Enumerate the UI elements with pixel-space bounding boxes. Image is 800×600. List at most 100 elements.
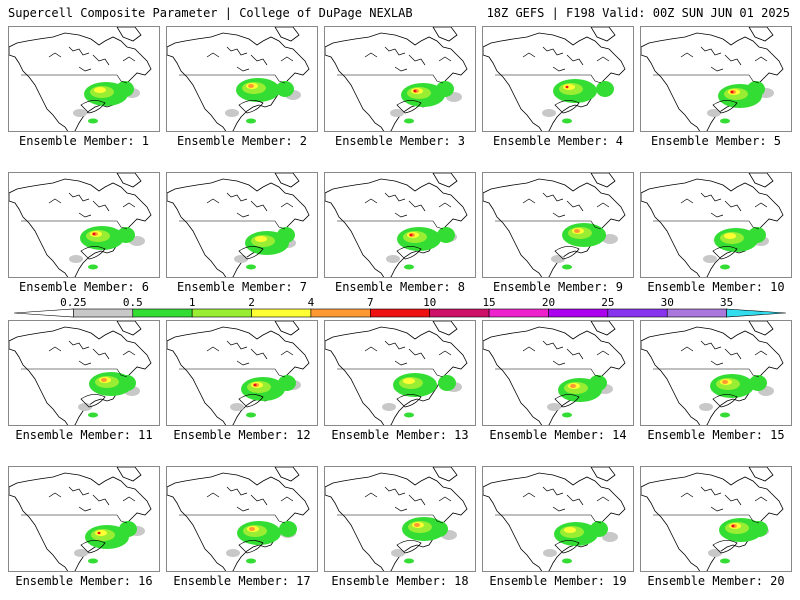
coastline <box>483 326 626 425</box>
scp-contour <box>118 375 136 391</box>
scp-field <box>73 81 140 124</box>
scp-contour <box>749 375 767 391</box>
island-outline <box>566 348 584 360</box>
map-canvas <box>483 27 626 131</box>
ensemble-panel <box>166 320 318 426</box>
island-outline <box>250 54 268 66</box>
scp-contour <box>119 521 137 537</box>
island-outline <box>206 346 220 352</box>
colorbar-segment <box>132 308 193 318</box>
map-canvas <box>641 27 784 131</box>
island-outline <box>438 496 452 502</box>
scp-contour <box>564 527 576 533</box>
colorbar-segment <box>13 308 74 318</box>
us-canada-border <box>495 74 602 84</box>
us-canada-border <box>21 220 128 230</box>
scp-contour <box>703 255 717 263</box>
scp-field <box>542 79 614 124</box>
island-outline <box>78 506 92 512</box>
colorbar-tick-label: 35 <box>720 296 733 309</box>
scp-field <box>226 521 297 564</box>
island-outline <box>250 494 268 506</box>
scp-field <box>699 374 774 418</box>
gulf-coast <box>238 100 264 114</box>
scp-contour <box>542 109 556 117</box>
scp-field <box>551 223 618 270</box>
gulf-coast <box>396 246 422 260</box>
scp-contour <box>234 255 248 263</box>
greenland-outline <box>116 173 142 188</box>
scp-contour <box>74 549 88 557</box>
island-outline <box>122 496 136 502</box>
scp-contour <box>750 521 768 537</box>
scp-contour <box>588 227 606 243</box>
scp-contour <box>699 403 713 411</box>
ensemble-panel <box>482 172 634 278</box>
island-outline <box>68 486 90 496</box>
greenland-outline <box>116 467 142 482</box>
scp-field <box>234 227 296 270</box>
colorbar-tick-label: 25 <box>601 296 614 309</box>
ensemble-member-label: Ensemble Member: 11 <box>15 428 153 442</box>
us-canada-border <box>337 220 444 230</box>
us-canada-border <box>653 368 760 378</box>
scp-contour <box>382 403 396 411</box>
colorbar-tick-label: 0.5 <box>123 296 143 309</box>
ensemble-member-label: Ensemble Member: 7 <box>176 280 308 294</box>
scp-contour <box>390 109 404 117</box>
colorbar-tick-label: 2 <box>248 296 255 309</box>
ensemble-panel <box>324 320 476 426</box>
scp-contour <box>88 118 98 124</box>
island-outline <box>394 360 408 366</box>
scp-contour <box>720 412 730 418</box>
greenland-outline <box>116 27 142 42</box>
scp-contour <box>720 558 730 564</box>
island-outline <box>92 348 110 360</box>
island-outline <box>78 360 92 366</box>
ensemble-member-label: Ensemble Member: 2 <box>176 134 308 148</box>
scp-contour <box>101 378 107 382</box>
map-canvas <box>325 27 468 131</box>
island-outline <box>78 66 92 72</box>
island-outline <box>364 52 378 58</box>
scp-field <box>69 226 145 270</box>
island-outline <box>384 486 406 496</box>
map-canvas <box>483 321 626 425</box>
colorbar-segment <box>726 308 787 318</box>
gulf-coast <box>396 394 422 408</box>
scp-contour <box>574 229 580 233</box>
colorbar-segment <box>607 308 668 318</box>
scp-contour <box>255 236 267 242</box>
scp-contour <box>562 558 572 564</box>
ensemble-member-label: Ensemble Member: 12 <box>173 428 311 442</box>
island-outline <box>364 346 378 352</box>
us-canada-border <box>337 368 444 378</box>
island-outline <box>250 200 268 212</box>
island-outline <box>724 494 742 506</box>
gulf-coast <box>396 100 422 114</box>
island-outline <box>542 46 564 56</box>
island-outline <box>680 198 694 204</box>
island-outline <box>724 348 742 360</box>
scp-contour <box>246 558 256 564</box>
island-outline <box>48 346 62 352</box>
island-outline <box>522 198 536 204</box>
scp-contour <box>437 227 455 243</box>
scp-contour <box>404 118 414 124</box>
scp-contour <box>707 109 721 117</box>
island-outline <box>754 56 768 62</box>
scp-contour <box>409 233 413 237</box>
scp-contour <box>278 375 296 391</box>
ensemble-panel <box>482 466 634 572</box>
map-canvas <box>641 321 784 425</box>
scp-field <box>707 81 774 124</box>
gulf-coast <box>238 540 264 554</box>
gulf-coast <box>712 100 738 114</box>
island-outline <box>710 506 724 512</box>
scp-contour <box>724 233 736 239</box>
colorbar-tick-label: 10 <box>423 296 436 309</box>
colorbar-segment <box>488 308 549 318</box>
gulf-coast <box>396 540 422 554</box>
ensemble-panel <box>166 172 318 278</box>
scp-contour <box>730 90 734 94</box>
